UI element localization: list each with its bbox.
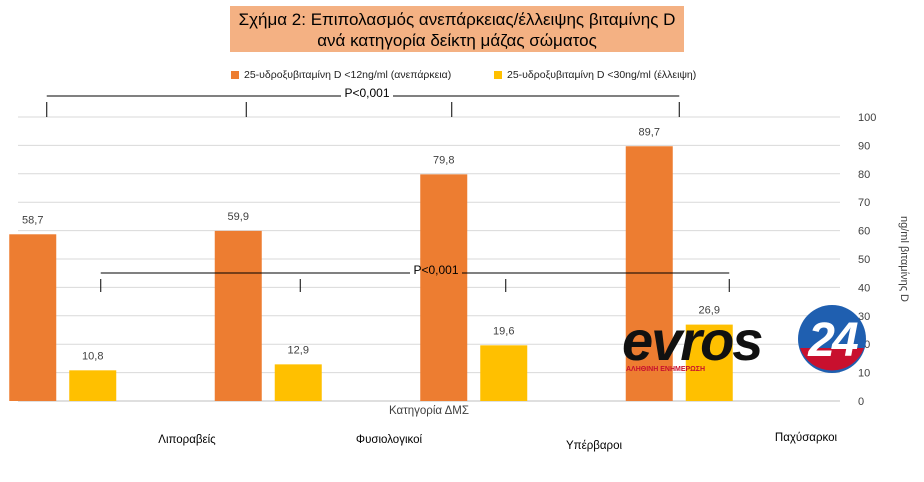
y-tick-label: 40 <box>858 282 870 294</box>
chart-title-line-1: Σχήμα 2: Επιπολασμός ανεπάρκειας/έλλειψη… <box>238 10 676 29</box>
logo-number: 24 <box>807 314 858 367</box>
significance-label: P<0,001 <box>344 86 389 100</box>
data-label: 12,9 <box>288 344 309 356</box>
data-label: 26,9 <box>699 305 720 317</box>
y-tick-label: 70 <box>858 197 870 209</box>
y-tick-label: 10 <box>858 368 870 380</box>
legend-label-insufficiency: 25-υδροξυβιταμίνη D <30ng/ml (έλλειψη) <box>507 69 697 81</box>
significance-label: P<0,001 <box>413 263 458 277</box>
category-label-overweight: Υπέρβαροι <box>565 440 623 452</box>
logo-tagline: ΑΛΗΘΙΝΗ ΕΝΗΜΕΡΩΣΗ <box>626 366 705 373</box>
evros24-watermark-logo: evros 24 ΑΛΗΘΙΝΗ ΕΝΗΜΕΡΩΣΗ <box>622 305 866 373</box>
legend-swatch-orange <box>231 71 239 79</box>
category-label-obese: Παχύσαρκοι <box>774 432 838 444</box>
chart-title: Σχήμα 2: Επιπολασμός ανεπάρκειας/έλλειψη… <box>230 6 684 52</box>
data-label: 79,8 <box>433 154 454 166</box>
logo-circle-red <box>800 348 864 371</box>
bar <box>420 174 468 401</box>
bar <box>625 146 673 401</box>
bar <box>69 370 117 401</box>
data-label: 10,8 <box>82 350 103 362</box>
bar <box>9 234 57 401</box>
legend-item-deficiency: 25-υδροξυβιταμίνη D <12ng/ml (ανεπάρκεια… <box>231 69 451 81</box>
legend-swatch-yellow <box>494 71 502 79</box>
data-label: 59,9 <box>228 211 249 223</box>
x-axis-title: Κατηγορία ΔΜΣ <box>389 405 469 417</box>
y-axis-title: ng/ml βιταμίνης D <box>898 216 910 302</box>
category-label-normal: Φυσιολογικοί <box>355 434 423 446</box>
bar <box>480 345 528 401</box>
data-label: 89,7 <box>639 126 660 138</box>
legend-label-deficiency: 25-υδροξυβιταμίνη D <12ng/ml (ανεπάρκεια… <box>244 69 452 81</box>
data-label: 19,6 <box>493 325 514 337</box>
y-tick-label: 60 <box>858 226 870 238</box>
legend: 25-υδροξυβιταμίνη D <12ng/ml (ανεπάρκεια… <box>0 69 924 83</box>
legend-item-insufficiency: 25-υδροξυβιταμίνη D <30ng/ml (έλλειψη) <box>494 69 696 81</box>
chart-title-line-2: ανά κατηγορία δείκτη μάζας σώματος <box>317 31 597 50</box>
y-tick-label: 90 <box>858 140 870 152</box>
y-tick-label: 50 <box>858 254 870 266</box>
bar <box>274 364 322 401</box>
data-label: 58,7 <box>22 214 43 226</box>
y-tick-label: 30 <box>858 311 870 323</box>
y-tick-label: 80 <box>858 169 870 181</box>
bar <box>685 324 733 401</box>
logo-wordmark: evros <box>622 309 762 372</box>
bar <box>214 230 262 401</box>
y-tick-label: 0 <box>858 396 864 408</box>
y-tick-label: 100 <box>858 112 876 124</box>
category-label-underweight: Λιποραβείς <box>158 434 216 446</box>
